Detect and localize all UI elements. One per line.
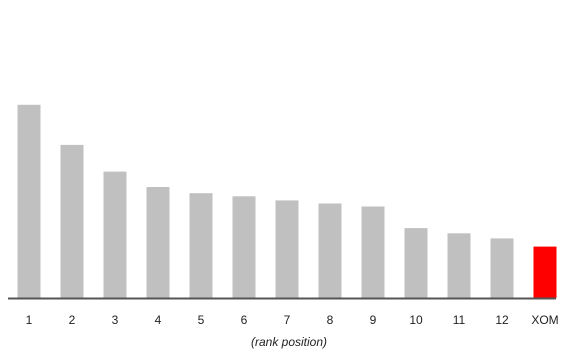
bar-5: [189, 193, 213, 298]
bar-6: [232, 196, 256, 298]
bar-3: [103, 171, 127, 298]
tick-labels-layer: 1 2 3 4 5 6 7 8 9 10 11 12 XOM: [26, 313, 559, 327]
x-tick-label-8: 8: [327, 313, 334, 327]
bar-10: [404, 228, 428, 298]
bar-8: [318, 203, 342, 298]
bars-layer: [17, 104, 557, 298]
x-tick-label-5: 5: [198, 313, 205, 327]
x-axis-title: (rank position): [251, 335, 327, 349]
bar-9: [361, 206, 385, 298]
x-tick-label-12: 12: [495, 313, 509, 327]
bar-11: [447, 233, 471, 298]
bar-7: [275, 200, 299, 298]
x-tick-label-11: 11: [453, 313, 466, 327]
x-tick-label-1: 1: [26, 313, 33, 327]
x-tick-label-10: 10: [409, 313, 423, 327]
bar-12: [490, 238, 514, 298]
bar-1: [17, 104, 41, 298]
bar-xom: [533, 246, 557, 298]
x-tick-label-6: 6: [241, 313, 248, 327]
x-tick-label-2: 2: [69, 313, 76, 327]
x-tick-label-4: 4: [155, 313, 162, 327]
bar-2: [60, 144, 84, 298]
x-tick-label-3: 3: [112, 313, 119, 327]
bar-4: [146, 187, 170, 298]
x-tick-label-7: 7: [284, 313, 291, 327]
x-tick-label-9: 9: [370, 313, 377, 327]
x-tick-label-xom: XOM: [531, 313, 558, 327]
